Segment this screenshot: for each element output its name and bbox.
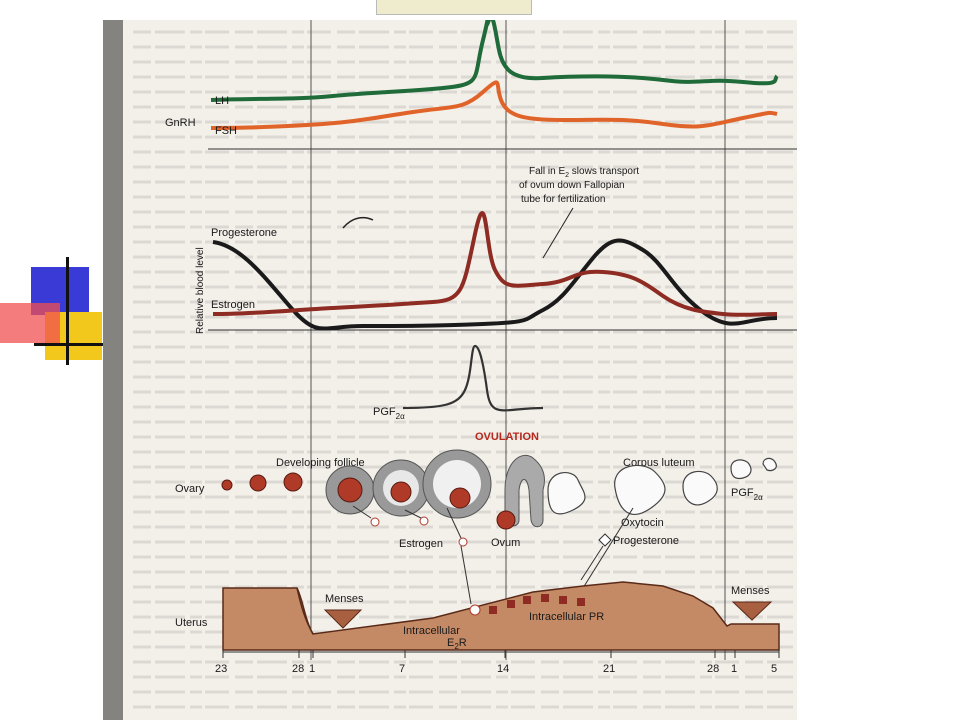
estrogen-droplet-1 (370, 517, 380, 527)
relative-blood-level-axis-label: Relative blood level (195, 247, 206, 334)
ovum-label: Ovum (491, 537, 520, 549)
menses-right-label: Menses (731, 585, 770, 597)
day-tick-4: 14 (497, 663, 509, 675)
follicle-2 (249, 474, 267, 492)
estradiol-fall-annotation: Fall in E2 slows transport of ovum down … (519, 166, 639, 259)
estrogen-label: Estrogen (211, 299, 255, 311)
estrogen-droplet-2 (419, 516, 429, 526)
corpus-luteum-sequence (547, 457, 777, 515)
menses-right: Menses (731, 585, 773, 621)
figure-panel: LH GnRH FSH Fall in E2 slows transport o… (103, 9, 797, 720)
deco-top-tab (376, 0, 532, 15)
page-binding-shadow (103, 20, 123, 720)
uterus-label: Uterus (175, 617, 208, 629)
follicle-5 (372, 459, 430, 517)
day-tick-7: 1 (731, 663, 737, 675)
intracellular-receptors (489, 594, 585, 614)
deco-red-square (0, 303, 60, 343)
fsh-label: FSH (215, 125, 237, 137)
estrogen-droplet-3 (458, 537, 468, 547)
developing-follicle-label: Developing follicle (276, 457, 365, 469)
progesterone-output-label: Progesterone (613, 535, 679, 547)
corpus-albicans-1 (730, 459, 752, 480)
day-tick-6: 28 (707, 663, 719, 675)
ovary-label: Ovary (175, 483, 205, 495)
pgf2a-peak-label: PGF2α (373, 406, 405, 421)
intracellular-e2r-label: Intracellular (403, 625, 460, 637)
deco-vertical-rule (66, 257, 69, 365)
day-tick-8: 5 (771, 663, 777, 675)
oxytocin-label: Oxytocin (621, 517, 664, 529)
annotation-line-3: tube for fertilization (521, 194, 606, 205)
day-tick-5: 21 (603, 663, 615, 675)
estrogen-output-arrows (352, 505, 462, 539)
corpus-luteum-2 (614, 464, 666, 515)
lh-label: LH (215, 95, 229, 107)
uterus-endometrium (222, 581, 780, 651)
follicle-1 (221, 479, 233, 491)
follicle-4 (325, 465, 375, 515)
follicle-6 (422, 449, 492, 519)
day-tick-1: 28 (292, 663, 304, 675)
pgf2a-ovary-label: PGF2α (731, 487, 763, 502)
e2-droplet-uterus (469, 604, 481, 616)
uterus-outline-top (296, 587, 314, 635)
intracellular-pr-label: Intracellular PR (529, 611, 604, 623)
fsh-curve (210, 80, 778, 130)
estrogen-curve (212, 211, 778, 317)
progesterone-diamond (598, 533, 612, 547)
menstrual-cycle-diagram: LH GnRH FSH Fall in E2 slows transport o… (103, 9, 797, 720)
day-axis: 23 28 1 7 14 21 28 1 5 (215, 650, 780, 675)
ovulation-label: OVULATION (475, 431, 539, 443)
day-tick-0: 23 (215, 663, 227, 675)
section-divider-lines (208, 148, 797, 331)
ovary-to-uterus-arrows (460, 507, 634, 605)
menses-left-label: Menses (325, 593, 364, 605)
corpus-luteum-1 (547, 472, 586, 515)
day-tick-2: 1 (309, 663, 315, 675)
follicle-sequence (221, 449, 546, 530)
menses-left: Menses (323, 593, 364, 629)
follicle-3 (283, 472, 303, 492)
annotation-line-2: of ovum down Fallopian (519, 180, 625, 191)
progesterone-curve (212, 238, 778, 331)
intracellular-e2r-abbrev: E2R (447, 637, 467, 651)
progesterone-label: Progesterone (211, 227, 277, 239)
day-tick-3: 7 (399, 663, 405, 675)
annotation-line-1: Fall in E2 slows transport (529, 166, 639, 179)
deco-horizontal-rule (34, 343, 104, 346)
gnrh-label: GnRH (165, 117, 196, 129)
progesterone-small-arc (342, 216, 374, 229)
corpus-albicans-2 (762, 457, 777, 472)
estrogen-output-label: Estrogen (399, 538, 443, 550)
pgf2a-peak-curve (402, 344, 544, 412)
ovum-cell (496, 510, 516, 530)
ruptured-follicle (504, 454, 546, 528)
corpus-luteum-3 (682, 470, 718, 506)
